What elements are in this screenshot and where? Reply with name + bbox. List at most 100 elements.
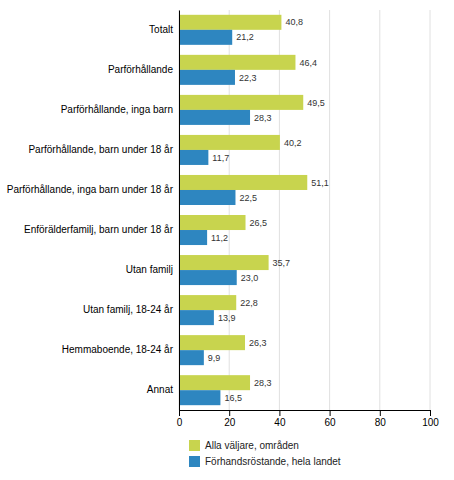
y-axis: Totalt Parförhållande Parförhållande, inga…	[7, 11, 180, 411]
tick-mark	[430, 410, 431, 416]
grid-line	[179, 10, 180, 410]
tick: Annat	[147, 384, 179, 395]
tick: Parförhållande, inga barn	[61, 104, 179, 115]
legend: Alla väljare, områden Förhandsröstande, h…	[189, 440, 341, 467]
bar	[179, 335, 245, 350]
tick: 0	[177, 410, 183, 428]
data-label: 21,2	[236, 32, 254, 42]
data-label: 46,4	[299, 58, 317, 68]
grid	[179, 10, 430, 410]
bar	[179, 110, 250, 125]
category-label: Enförälderfamilj, barn under 18 år	[24, 224, 174, 235]
data-label: 40,2	[284, 138, 302, 148]
tick-label: 20	[224, 417, 236, 428]
data-label: 28,3	[254, 378, 272, 388]
category-label: Parförhållande	[108, 64, 173, 75]
tick: Parförhållande	[108, 64, 179, 75]
category-label: Totalt	[149, 24, 173, 35]
series	[179, 15, 307, 390]
bar	[179, 375, 250, 390]
tick: 20	[224, 410, 236, 428]
category-label: Utan familj, 18-24 år	[83, 304, 174, 315]
data-label: 13,9	[218, 313, 236, 323]
bar	[179, 15, 281, 30]
tick-mark	[179, 410, 180, 416]
tick: Parförhållande, barn under 18 år	[28, 144, 179, 155]
tick: 60	[325, 410, 337, 428]
data-label: 9,9	[208, 353, 221, 363]
legend-item: Förhandsröstande, hela landet	[189, 456, 341, 467]
legend-item: Alla väljare, områden	[189, 440, 299, 451]
grid-line	[279, 10, 280, 410]
category-label: Hemmaboende, 18-24 år	[62, 344, 174, 355]
data-label: 22,8	[240, 298, 258, 308]
bar	[179, 310, 214, 325]
tick: Totalt	[149, 24, 179, 35]
legend-swatch	[189, 456, 200, 467]
data-label: 22,5	[239, 193, 257, 203]
data-label: 49,5	[307, 98, 325, 108]
tick: Utan familj, 18-24 år	[83, 304, 179, 315]
legend-label: Alla väljare, områden	[205, 440, 299, 451]
tick-label: 0	[177, 417, 183, 428]
tick-label: 60	[325, 417, 337, 428]
tick-mark	[380, 410, 381, 416]
data-labels: 40,8 46,4 49,5 40,2 51,1 26,5 35,7 22,8 26,3 28,3…	[208, 17, 329, 402]
bar	[179, 255, 269, 270]
axis-line	[180, 411, 431, 417]
category-label: Parförhållande, inga barn	[61, 104, 173, 115]
data-label: 40,8	[285, 17, 303, 27]
bar	[179, 270, 237, 285]
tick-mark	[229, 410, 230, 416]
tick: Hemmaboende, 18-24 år	[62, 344, 179, 355]
category-label: Parförhållande, barn under 18 år	[28, 144, 173, 155]
bar	[179, 190, 235, 205]
data-label: 28,3	[254, 113, 272, 123]
category-label: Parförhållande, inga barn under 18 år	[7, 184, 174, 195]
data-label: 11,2	[211, 233, 228, 243]
category-label: Annat	[147, 384, 173, 395]
axis-line	[179, 11, 180, 411]
tick: Utan familj	[126, 264, 179, 275]
data-label: 51,1	[311, 178, 329, 188]
chart: 40,8 46,4 49,5 40,2 51,1 26,5 35,7 22,8 26,3 28,3…	[0, 0, 454, 480]
tick: Parförhållande, inga barn under 18 år	[7, 184, 179, 195]
bar	[179, 295, 236, 310]
bar	[179, 150, 208, 165]
bar	[179, 215, 246, 230]
bar	[179, 230, 207, 245]
tick-mark	[279, 410, 280, 416]
data-label: 35,7	[273, 258, 291, 268]
bar	[179, 390, 220, 405]
tick-label: 100	[422, 417, 439, 428]
legend-label: Förhandsröstande, hela landet	[205, 456, 341, 467]
bar	[179, 70, 235, 85]
data-label: 16,5	[224, 393, 242, 403]
category-label: Utan familj	[126, 264, 173, 275]
tick-label: 80	[375, 417, 387, 428]
plot: 40,8 46,4 49,5 40,2 51,1 26,5 35,7 22,8 26,3 28,3…	[7, 10, 440, 428]
grid-line	[379, 10, 380, 410]
data-label: 23,0	[241, 273, 259, 283]
bar	[179, 30, 232, 45]
data-label: 26,5	[250, 218, 268, 228]
bar	[179, 135, 280, 150]
x-axis: 0 20 40 60 80 100	[177, 410, 440, 428]
grid-line	[329, 10, 330, 410]
tick-mark	[330, 410, 331, 416]
tick-label: 40	[274, 417, 286, 428]
bar	[179, 95, 303, 110]
data-label: 11,7	[212, 153, 229, 163]
grid-line	[430, 10, 431, 410]
series	[179, 30, 250, 405]
tick: Enförälderfamilj, barn under 18 år	[24, 224, 179, 235]
tick: 100	[422, 410, 439, 428]
legend-swatch	[189, 440, 200, 451]
bar	[179, 55, 295, 70]
data-label: 22,3	[239, 73, 257, 83]
data-label: 26,3	[249, 338, 267, 348]
bar	[179, 175, 307, 190]
bars	[179, 15, 307, 405]
tick: 80	[375, 410, 387, 428]
tick: 40	[274, 410, 286, 428]
